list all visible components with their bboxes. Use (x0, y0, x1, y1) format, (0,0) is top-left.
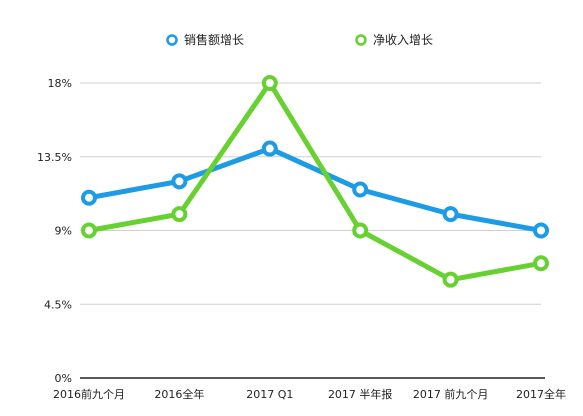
series-line (86, 146, 544, 233)
data-point (352, 181, 369, 198)
data-point (261, 75, 278, 91)
legend-label: 销售额增长 (184, 32, 244, 47)
y-tick-label: 13.5% (37, 151, 72, 164)
data-point (533, 222, 549, 239)
series-1 (81, 140, 549, 239)
legend-label: 净收入增长 (373, 33, 433, 47)
x-tick-label: 2016前九个月 (53, 387, 125, 401)
legend-marker (166, 34, 178, 46)
series-line (86, 80, 544, 283)
series-layer (81, 75, 549, 288)
legend-marker (355, 34, 367, 46)
y-tick-label: 9% (55, 225, 72, 238)
x-tick-label: 2017 Q1 (246, 388, 293, 401)
y-tick-label: 4.5% (44, 298, 72, 311)
grid-layer (80, 82, 541, 305)
x-tick-label: 2017 前九个月 (413, 387, 489, 401)
data-point (442, 271, 459, 288)
y-tick-label: 18% (48, 77, 72, 90)
legend-item: 净收入增长 (355, 33, 433, 47)
data-point (533, 255, 549, 272)
y-tick-label: 0% (55, 372, 72, 385)
data-point (81, 189, 97, 206)
data-point (171, 206, 188, 223)
x-tick-label: 2017 半年报 (328, 387, 393, 401)
x-tick-label: 2016全年 (154, 387, 204, 401)
legend-item: 销售额增长 (166, 32, 244, 47)
series-2 (81, 75, 549, 288)
axis-layer: 0% 4.5% 9% 13.5% 18% 2016前九个月 2016全年 2017 Q1 201… (37, 77, 566, 401)
data-point (261, 140, 278, 157)
data-point (171, 173, 188, 190)
data-point (442, 206, 459, 223)
x-tick-label: 2017全年 (516, 387, 566, 401)
data-point (352, 222, 369, 239)
data-point (81, 222, 97, 239)
legend: 销售额增长 净收入增长 (166, 32, 433, 47)
